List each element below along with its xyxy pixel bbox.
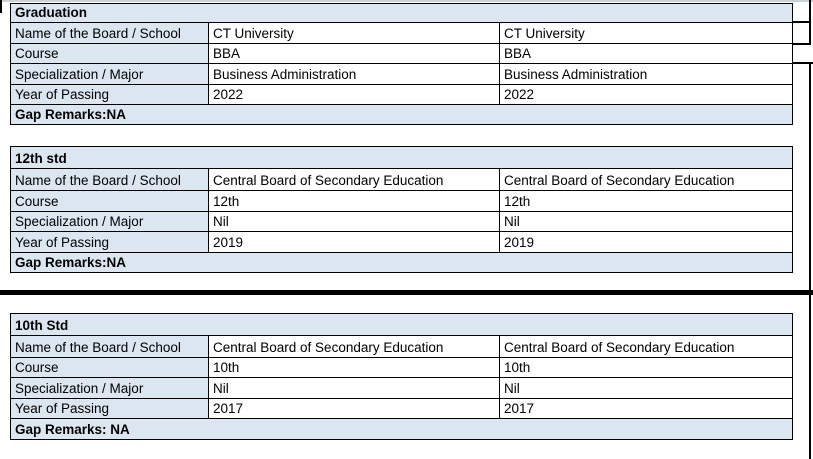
row-label-cell[interactable]: Name of the Board / School: [11, 168, 208, 190]
education-table-10th: 10th Std Name of the Board / School Cent…: [10, 313, 793, 440]
right-gridline-bottom: [809, 62, 811, 459]
value-cell[interactable]: 2022: [208, 84, 499, 104]
row-label-cell[interactable]: Year of Passing: [11, 231, 208, 252]
screenshot-top-edge: [0, 0, 813, 2]
right-gridline-h3: [793, 62, 813, 64]
value-cell[interactable]: 2019: [499, 231, 792, 252]
right-gridline-h1: [793, 21, 811, 23]
value-cell[interactable]: Business Administration: [208, 63, 499, 84]
right-gridline-h2: [793, 43, 811, 45]
value-cell[interactable]: Nil: [499, 377, 792, 398]
value-cell[interactable]: 12th: [208, 190, 499, 211]
value-cell[interactable]: Business Administration: [499, 63, 792, 84]
value-cell[interactable]: 2017: [208, 398, 499, 418]
row-label-cell[interactable]: Name of the Board / School: [11, 335, 208, 357]
row-label-cell[interactable]: Course: [11, 43, 208, 63]
value-cell[interactable]: 2019: [208, 231, 499, 252]
left-gridline-stub: [0, 0, 2, 13]
value-cell[interactable]: 2017: [499, 398, 792, 418]
table-title[interactable]: Graduation: [11, 4, 792, 22]
education-table-12th: 12th std Name of the Board / School Cent…: [10, 146, 793, 273]
table-title[interactable]: 10th Std: [11, 314, 792, 335]
table-title[interactable]: 12th std: [11, 147, 792, 168]
gap-remarks-cell[interactable]: Gap Remarks: NA: [11, 418, 792, 439]
row-label-cell[interactable]: Specialization / Major: [11, 377, 208, 398]
value-cell[interactable]: Central Board of Secondary Education: [208, 335, 499, 357]
value-cell[interactable]: 12th: [499, 190, 792, 211]
value-cell[interactable]: Central Board of Secondary Education: [499, 168, 792, 190]
value-cell[interactable]: BBA: [499, 43, 792, 63]
row-label-cell[interactable]: Year of Passing: [11, 398, 208, 418]
row-label-cell[interactable]: Course: [11, 190, 208, 211]
value-cell[interactable]: BBA: [208, 43, 499, 63]
gap-remarks-cell[interactable]: Gap Remarks:NA: [11, 252, 792, 272]
value-cell[interactable]: 2022: [499, 84, 792, 104]
row-label-cell[interactable]: Year of Passing: [11, 84, 208, 104]
value-cell[interactable]: Central Board of Secondary Education: [499, 335, 792, 357]
value-cell[interactable]: Nil: [208, 211, 499, 231]
value-cell[interactable]: 10th: [208, 357, 499, 377]
row-label-cell[interactable]: Specialization / Major: [11, 63, 208, 84]
value-cell[interactable]: CT University: [208, 22, 499, 43]
value-cell[interactable]: Nil: [499, 211, 792, 231]
gap-remarks-cell[interactable]: Gap Remarks:NA: [11, 104, 792, 124]
row-label-cell[interactable]: Course: [11, 357, 208, 377]
page-break-line: [0, 290, 813, 295]
education-table-graduation: Graduation Name of the Board / School CT…: [10, 3, 793, 125]
value-cell[interactable]: CT University: [499, 22, 792, 43]
value-cell[interactable]: 10th: [499, 357, 792, 377]
row-label-cell[interactable]: Name of the Board / School: [11, 22, 208, 43]
row-label-cell[interactable]: Specialization / Major: [11, 211, 208, 231]
value-cell[interactable]: Nil: [208, 377, 499, 398]
value-cell[interactable]: Central Board of Secondary Education: [208, 168, 499, 190]
